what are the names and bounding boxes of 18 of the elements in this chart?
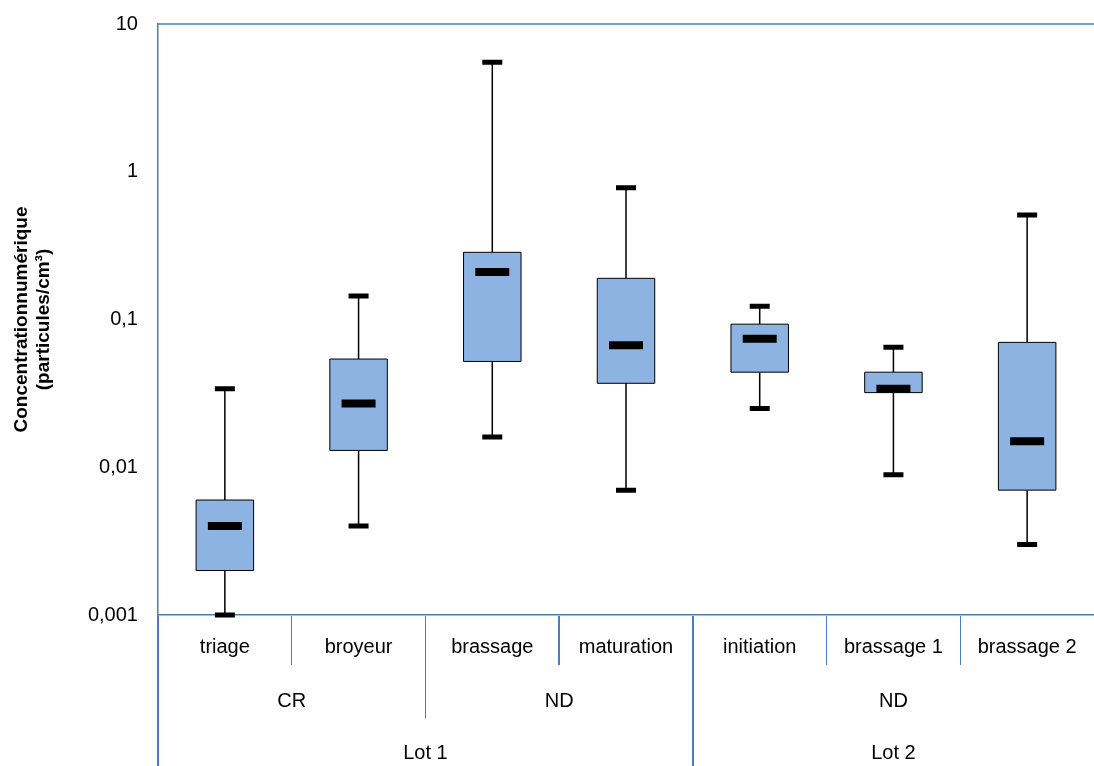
x-tick-label: brassage (451, 634, 534, 657)
y-tick-label: 1 (126, 159, 138, 182)
x-tick-label: maturation (578, 634, 674, 657)
y-axis-title: Concentrationnumérique (particules/cm³) (9, 206, 54, 433)
text: CR (277, 688, 307, 711)
text: ND (544, 688, 574, 711)
text: Lot 2 (871, 740, 916, 763)
x-tick-label: broyeur (324, 634, 393, 657)
y-tick-label: 10 (115, 11, 138, 34)
text: Lot 1 (403, 740, 448, 763)
y-tick-label: 0,01 (99, 454, 138, 477)
text: ND (878, 688, 908, 711)
x-tick-label: initiation (723, 634, 797, 657)
x-tick-label: brassage 2 (977, 634, 1077, 657)
y-tick-label: 0,001 (87, 602, 138, 625)
x-tick-label: brassage 1 (843, 634, 943, 657)
y-tick-label: 0,1 (110, 307, 138, 330)
x-tick-label: triage (199, 634, 250, 657)
